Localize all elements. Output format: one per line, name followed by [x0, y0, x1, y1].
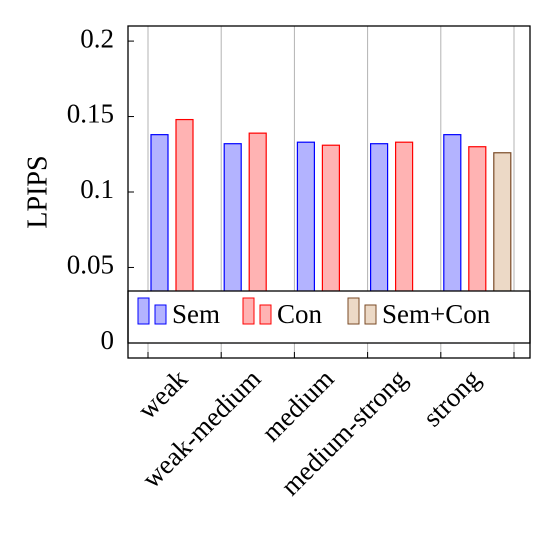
legend-entry: Sem+Con: [347, 297, 491, 329]
y-tick-label: 0.15: [67, 99, 114, 129]
x-tick-label: medium-strong: [275, 363, 413, 501]
legend-label: Con: [277, 299, 323, 329]
x-tick-label: weak: [132, 363, 194, 425]
legend-swatch: [137, 297, 150, 325]
legend-box: [127, 290, 531, 344]
x-tick-label: strong: [417, 363, 486, 432]
legend-label: Sem+Con: [382, 299, 491, 329]
y-tick-label: 0.1: [80, 174, 114, 204]
y-axis-label: LPIPS: [22, 155, 53, 228]
y-tick-label: 0.05: [67, 250, 114, 280]
legend-swatch: [242, 297, 255, 325]
legend-entry: Con: [242, 297, 323, 329]
legend-label: Sem: [172, 299, 220, 329]
y-tick-label: 0.2: [80, 23, 114, 53]
legend-swatch: [259, 304, 272, 325]
legend-swatch: [154, 304, 167, 325]
legend-swatch: [364, 304, 377, 325]
legend-swatch: [347, 297, 360, 325]
y-tick-label: 0: [101, 325, 115, 355]
legend-entry: Sem: [137, 297, 220, 329]
plot-frame: [127, 25, 531, 359]
